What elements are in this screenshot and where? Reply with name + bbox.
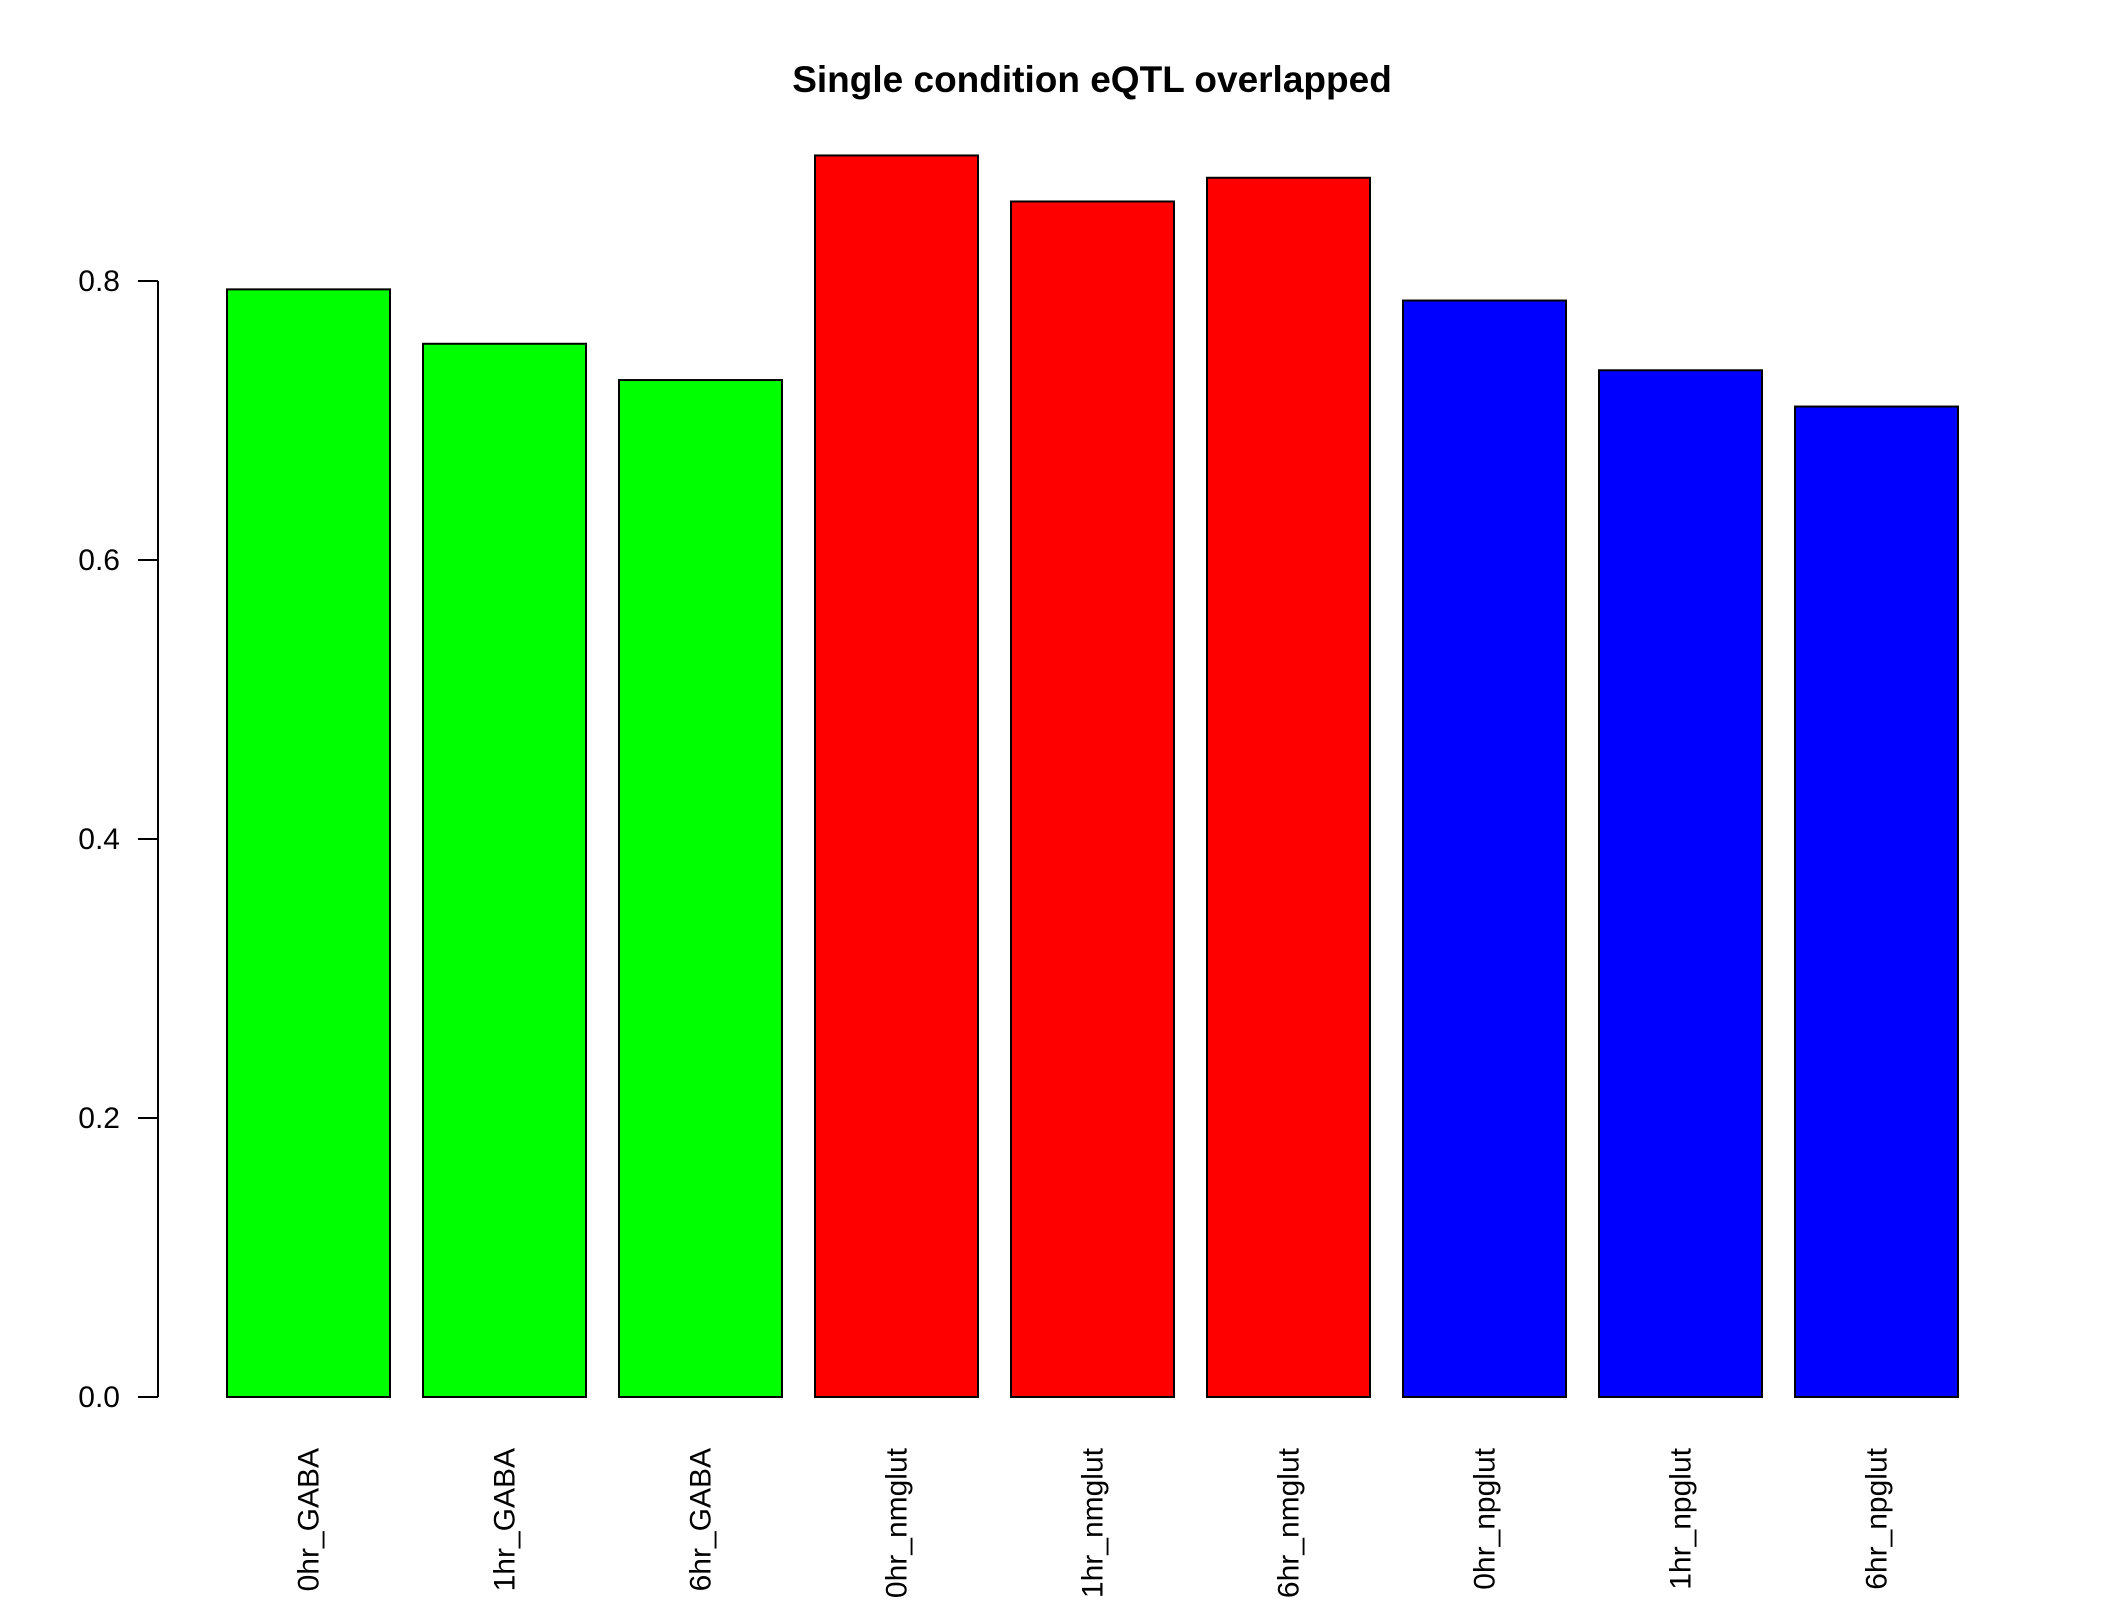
x-axis-labels: 0hr_GABA 1hr_GABA 6hr_GABA 0hr_nmglut 1hr_nm… <box>293 1447 1894 1598</box>
y-tick-label: 0.6 <box>78 544 120 577</box>
x-category-label: 0hr_npglut <box>1469 1447 1502 1589</box>
chart-title: Single condition eQTL overlapped <box>792 59 1392 100</box>
y-tick-label: 0.8 <box>78 265 120 298</box>
bar-6hr-gaba <box>618 379 783 1399</box>
bar-6hr-npglut <box>1794 405 1959 1398</box>
x-category-label: 6hr_GABA <box>685 1448 718 1591</box>
x-category-label: 0hr_nmglut <box>881 1447 914 1598</box>
y-tick-label: 0.4 <box>78 823 120 856</box>
bar-1hr-gaba <box>422 342 587 1398</box>
x-category-label: 1hr_GABA <box>489 1448 522 1591</box>
bar-0hr-npglut <box>1402 299 1567 1398</box>
x-category-label: 1hr_npglut <box>1665 1447 1698 1589</box>
y-tick-label: 0.0 <box>78 1381 120 1414</box>
y-axis: 0.0 0.2 0.4 0.6 0.8 <box>78 265 159 1414</box>
x-category-label: 0hr_GABA <box>293 1448 326 1591</box>
bar-0hr-gaba <box>226 288 391 1398</box>
bar-6hr-nmglut <box>1206 176 1371 1398</box>
y-tick-label: 0.2 <box>78 1102 120 1135</box>
bars <box>226 154 1959 1399</box>
x-category-label: 1hr_nmglut <box>1077 1447 1110 1598</box>
bar-0hr-nmglut <box>814 154 979 1399</box>
x-category-label: 6hr_npglut <box>1861 1447 1894 1589</box>
x-category-label: 6hr_nmglut <box>1273 1447 1306 1598</box>
bar-1hr-nmglut <box>1010 200 1175 1399</box>
bar-1hr-npglut <box>1598 369 1763 1398</box>
